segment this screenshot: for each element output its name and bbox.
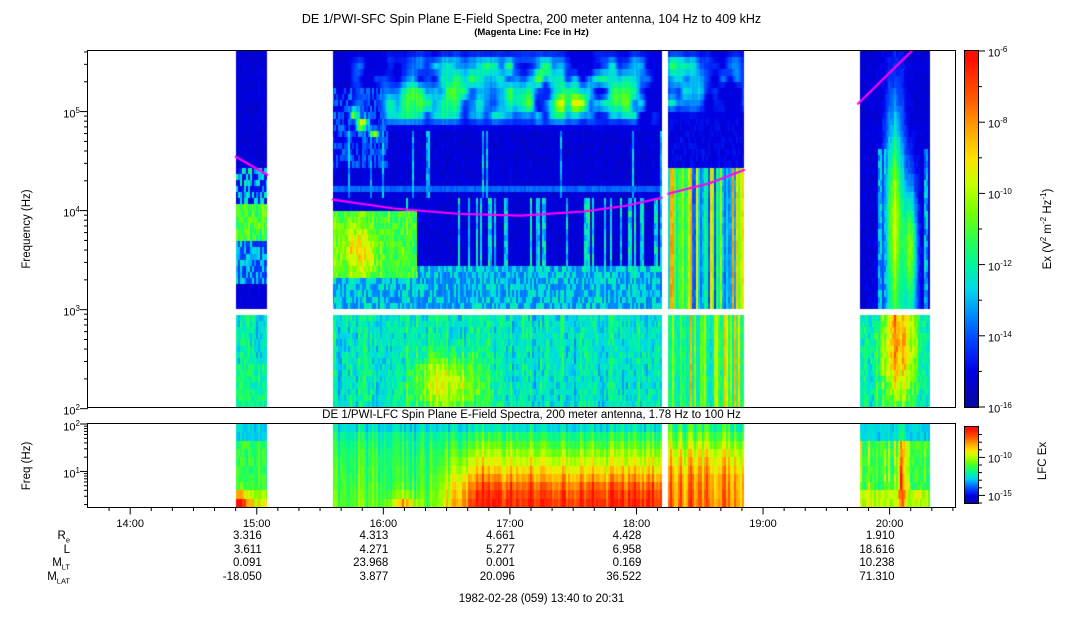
sfc-colorbar-tick-label: 10-10 [988, 187, 1012, 203]
sfc-spectrogram [88, 51, 955, 407]
ephemeris-row-label: MLAT [47, 570, 70, 585]
ephemeris-value: 4.271 [359, 543, 389, 556]
sfc-panel-frame [87, 50, 956, 408]
x-tick-label: 14:00 [116, 518, 144, 530]
lfc-y-tick-label: 102 [63, 419, 80, 434]
lfc-ylabel: Freq (Hz) [21, 441, 33, 491]
sfc-colorbar-tick-label: 10-8 [988, 116, 1008, 131]
x-tick-label: 15:00 [242, 518, 271, 530]
ephemeris-value: 5.277 [486, 543, 515, 556]
lfc-colorbar-label: LFC Ex [1037, 441, 1049, 481]
sfc-y-tick-label: 103 [63, 303, 80, 319]
x-tick-label: 17:00 [496, 518, 524, 530]
sfc-colorbar [965, 51, 978, 407]
ephemeris-value: 0.169 [612, 557, 642, 569]
sfc-colorbar-tick-label: 10-14 [988, 329, 1012, 345]
lfc-y-tick-label: 101 [63, 466, 80, 482]
ephemeris-value: 4.661 [486, 530, 515, 542]
sfc-ylabel: Frequency (Hz) [21, 189, 33, 269]
lfc-spectrogram [88, 424, 955, 507]
sfc-y-tick-label: 102 [63, 402, 80, 418]
ephemeris-row-label: MLT [52, 557, 70, 572]
ephemeris-value: 3.877 [359, 570, 389, 583]
sfc-colorbar-frame [964, 50, 979, 408]
lfc-colorbar [965, 427, 978, 503]
ephemeris-value: 6.958 [612, 543, 642, 556]
ephemeris-value: 1.910 [865, 530, 895, 542]
ephemeris-value: 23.968 [353, 557, 389, 569]
sfc-y-tick-label: 105 [63, 105, 80, 121]
ex-colorbar-label: Ex (V2 m-2 Hz-1) [1038, 188, 1054, 270]
sfc-colorbar-tick-label: 10-16 [988, 401, 1012, 416]
ephemeris-value: 10.238 [859, 557, 895, 569]
ephemeris-row-label: Re [57, 530, 70, 545]
ephemeris-value: 3.611 [233, 543, 262, 556]
sfc-subtitle: (Magenta Line: Fce in Hz) [474, 27, 589, 38]
x-tick-label: 18:00 [622, 518, 651, 530]
ephemeris-value: 0.001 [486, 557, 515, 569]
ephemeris-value: -18.050 [222, 570, 262, 583]
sfc-title: DE 1/PWI-SFC Spin Plane E-Field Spectra,… [301, 12, 762, 26]
sfc-colorbar-tick-label: 10-12 [988, 258, 1012, 274]
ephemeris-row-label: L [63, 543, 70, 556]
ephemeris-value: 0.091 [232, 557, 262, 569]
ephemeris-value: 4.428 [612, 530, 642, 542]
lfc-title: DE 1/PWI-LFC Spin Plane E-Field Spectra,… [322, 409, 741, 421]
x-tick-label: 20:00 [875, 518, 904, 530]
sfc-y-tick-label: 104 [63, 204, 80, 220]
ephemeris-value: 71.310 [859, 570, 895, 583]
x-tick-label: 19:00 [749, 518, 777, 530]
ephemeris-value: 4.313 [359, 530, 389, 542]
lfc-colorbar-frame [964, 426, 979, 504]
lfc-colorbar-tick-label: 10-15 [988, 489, 1012, 505]
lfc-colorbar-tick-label: 10-10 [988, 451, 1012, 467]
sfc-colorbar-tick-label: 10-6 [988, 45, 1008, 60]
ephemeris-value: 18.616 [859, 543, 895, 556]
caption: 1982-02-28 (059) 13:40 to 20:31 [458, 593, 625, 605]
ephemeris-value: 3.316 [232, 530, 262, 542]
x-tick-label: 16:00 [369, 518, 398, 530]
ephemeris-value: 36.522 [606, 570, 642, 583]
lfc-panel-frame [87, 423, 956, 508]
ephemeris-value: 20.096 [479, 570, 515, 583]
